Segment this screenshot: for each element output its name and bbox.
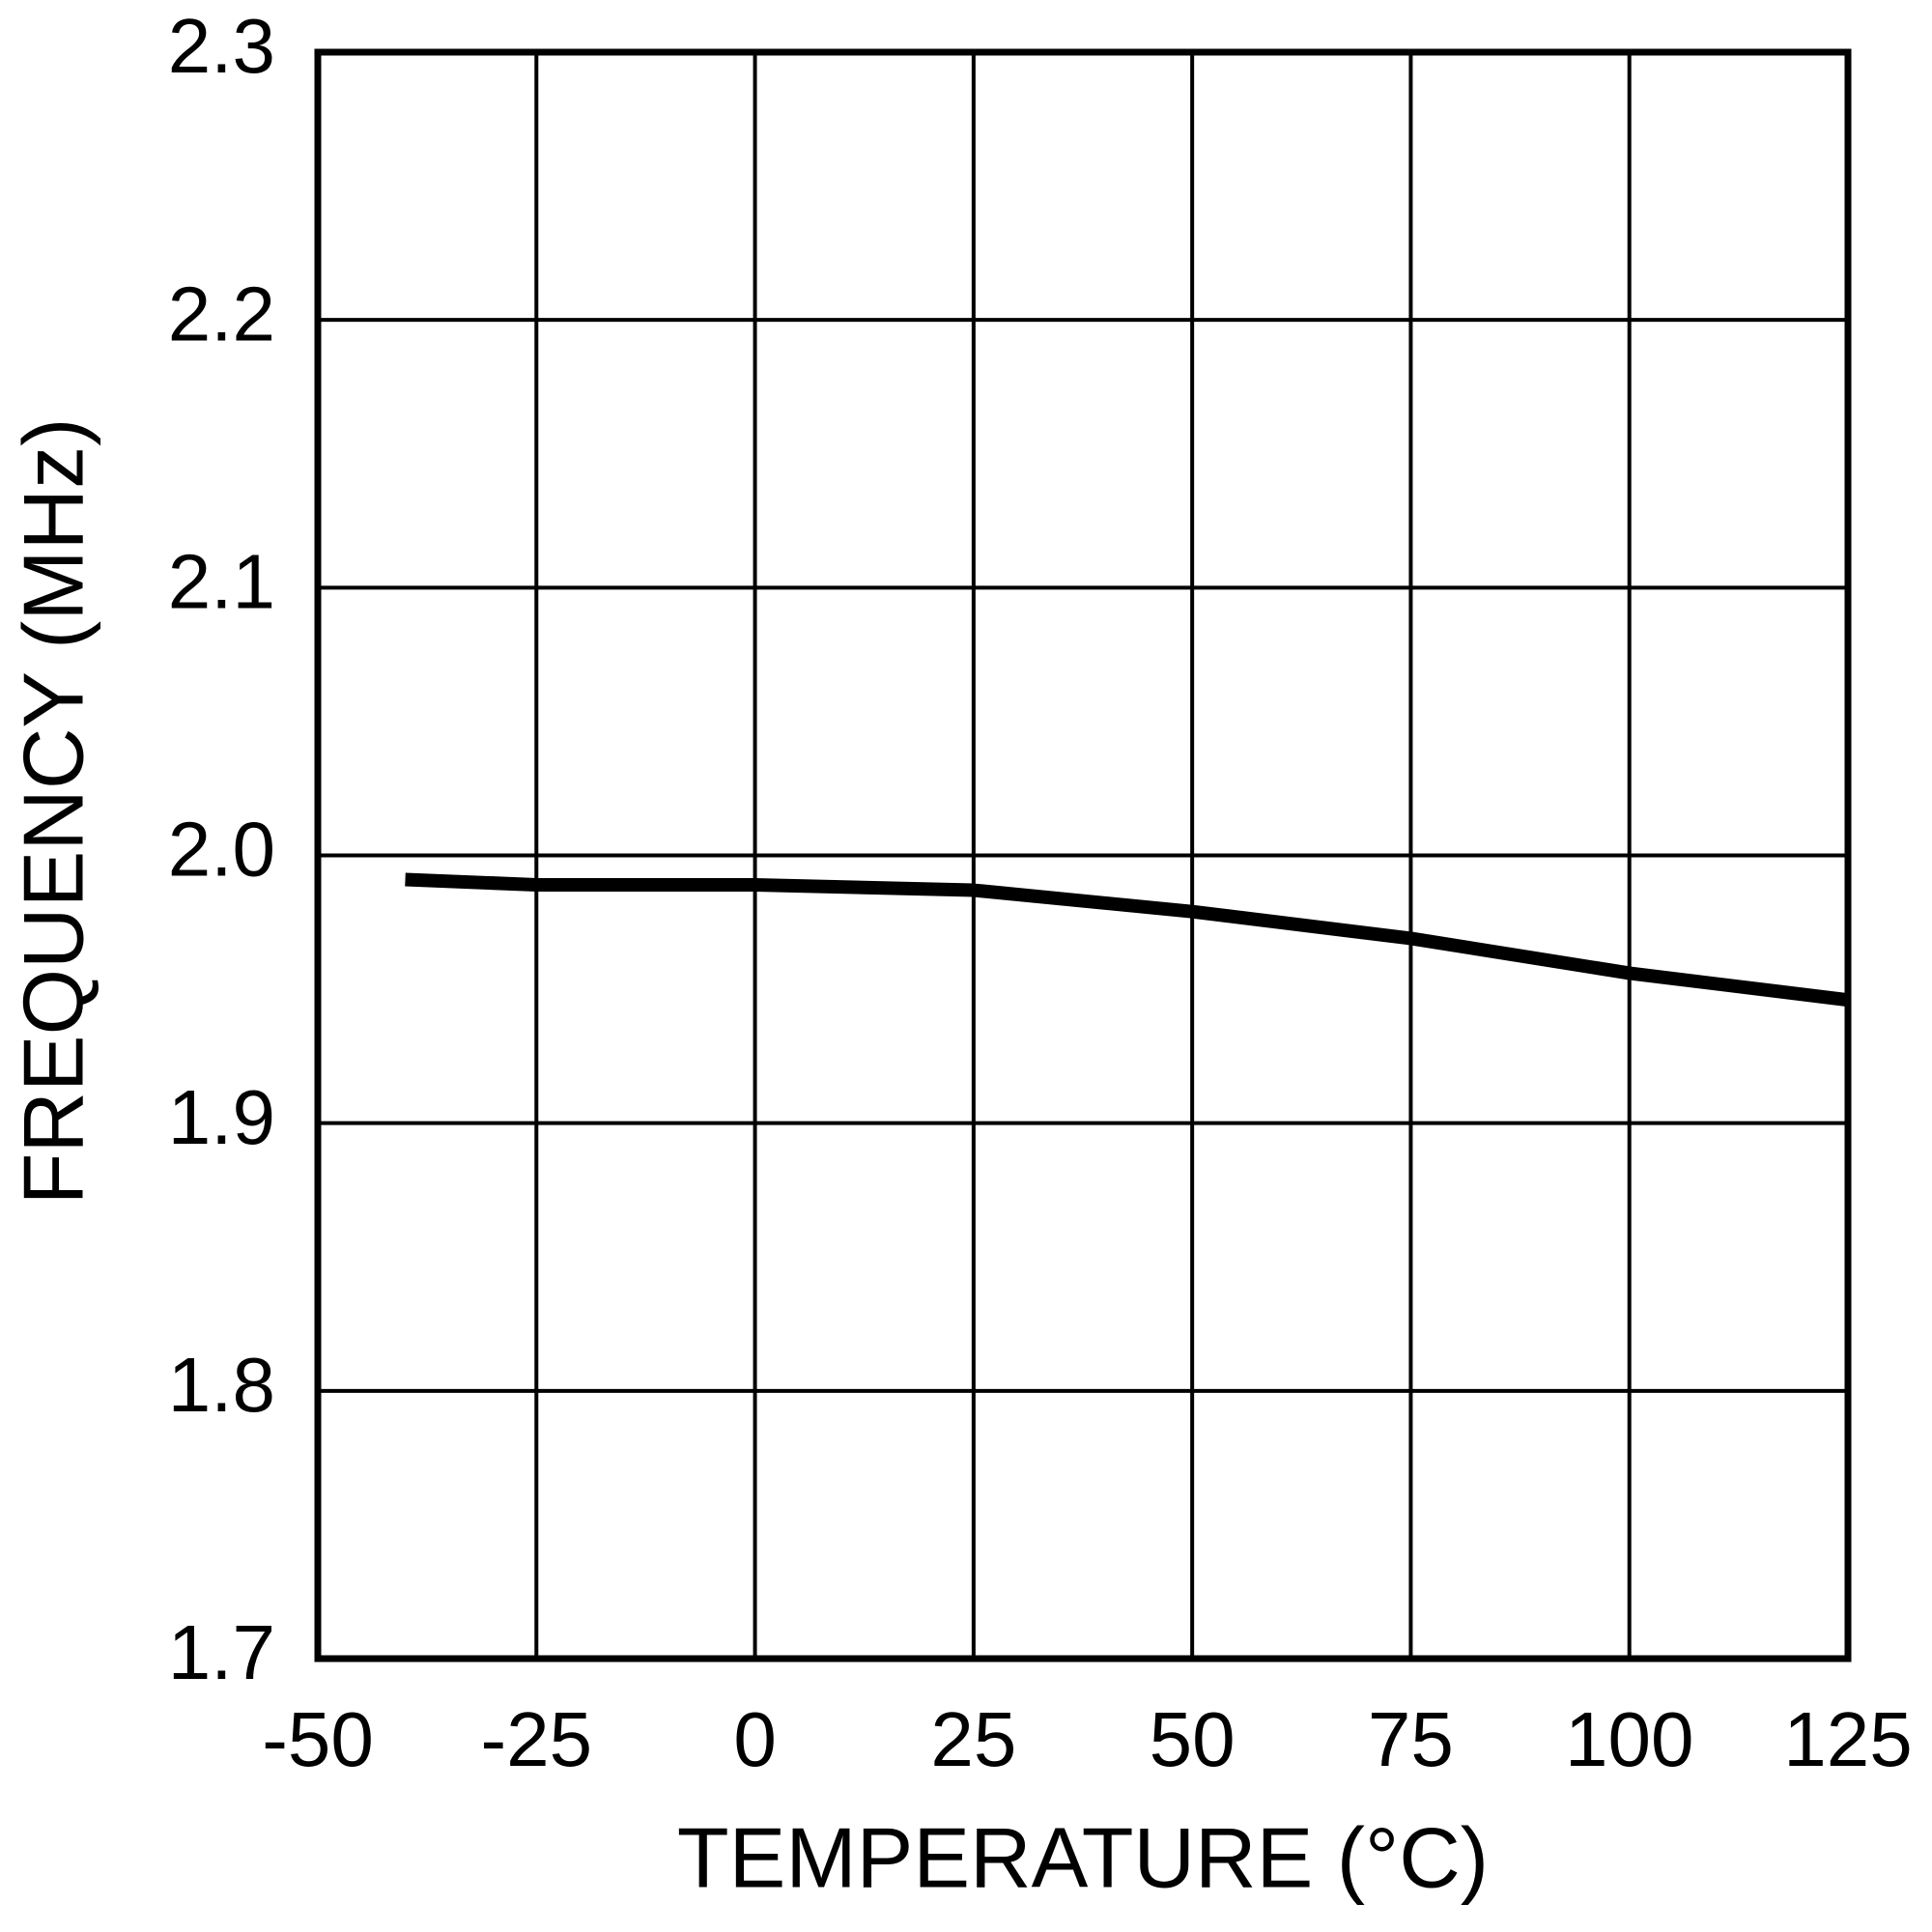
y-tick-label: 1.9 — [168, 1074, 275, 1160]
x-tick-label: 0 — [733, 1696, 777, 1782]
x-tick-label: 50 — [1150, 1696, 1236, 1782]
y-axis-title: FREQUENCY (MHz) — [5, 418, 100, 1206]
y-tick-label: 2.0 — [168, 807, 275, 893]
y-tick-label: 2.2 — [168, 270, 275, 356]
x-tick-label: 125 — [1783, 1696, 1912, 1782]
x-tick-label: 100 — [1565, 1696, 1693, 1782]
data-line — [405, 872, 1849, 1008]
y-tick-label: 2.3 — [168, 3, 275, 89]
x-tick-label: 25 — [930, 1696, 1016, 1782]
y-tick-label: 1.7 — [168, 1609, 275, 1695]
x-axis-title: TEMPERATURE (°C) — [677, 1809, 1489, 1905]
x-tick-label: -50 — [262, 1696, 374, 1782]
x-tick-label: 75 — [1368, 1696, 1454, 1782]
plot-frame — [314, 48, 1852, 1662]
y-tick-label: 2.1 — [168, 538, 275, 624]
y-tick-label: 1.8 — [168, 1342, 275, 1428]
x-tick-label: -25 — [480, 1696, 592, 1782]
